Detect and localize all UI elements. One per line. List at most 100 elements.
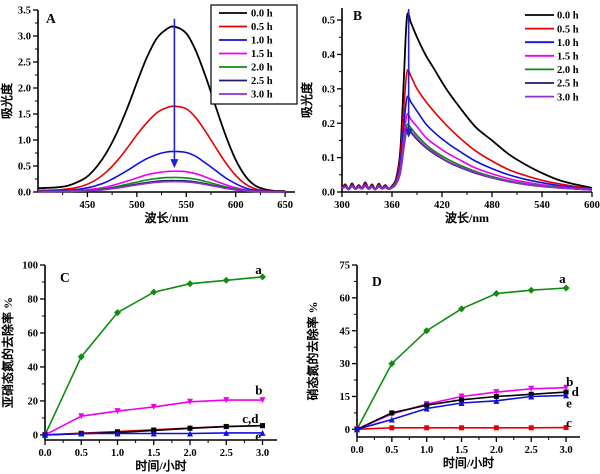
- series-markers-a: [353, 284, 570, 433]
- legend-label: 0.5 h: [557, 24, 579, 35]
- panel-b-absorbance-spectra-chart: 300 360 420 480 540 600 0.0 0.1 0.2 0.3 0.4 0.5 波长/n…: [300, 8, 600, 225]
- marker-triangle-up: [563, 392, 570, 399]
- x-tick-label: 0.5: [75, 448, 88, 459]
- y-tick-label: 0: [345, 425, 350, 436]
- x-axis-title: 波长/nm: [445, 210, 489, 225]
- legend-label: 0.0 h: [251, 9, 273, 20]
- legend-label: 2.0 h: [251, 63, 273, 74]
- panel-letter: A: [46, 11, 56, 26]
- marker-triangle-up: [114, 430, 121, 437]
- y-tick-label: 20: [28, 397, 39, 408]
- marker-triangle-down: [563, 384, 570, 391]
- marker-square: [493, 425, 499, 431]
- y-axis-title: 亚硝态氮的去除率 %: [0, 297, 15, 408]
- marker-diamond: [492, 289, 500, 297]
- marker-triangle-down: [493, 389, 500, 396]
- marker-triangle-up: [458, 400, 465, 407]
- series-line-0.0h: [341, 12, 593, 191]
- y-tick-label: 0.0: [322, 188, 335, 199]
- panel-letter: B: [353, 8, 362, 23]
- y-tick-label: 0.3: [322, 84, 335, 95]
- y-axis-title: 硝态氮的去除率 %: [305, 301, 320, 400]
- y-tick-label: 45: [340, 326, 351, 337]
- panel-c-nitrite-removal-chart: 0.0 0.5 1.0 1.5 2.0 2.5 3.0 0 20 40 60 80 100 时间/小时 亚硝…: [0, 261, 277, 473]
- y-tick-label: 2.0: [18, 84, 31, 95]
- curve-label-e: e: [255, 429, 261, 444]
- marker-triangle-down: [114, 408, 121, 415]
- marker-diamond: [77, 353, 85, 361]
- x-tick-label: 420: [434, 200, 450, 211]
- marker-triangle-up: [259, 429, 266, 436]
- marker-triangle-down: [78, 413, 85, 420]
- marker-square: [563, 389, 569, 395]
- x-tick-label: 3.0: [256, 448, 269, 459]
- marker-square: [187, 425, 193, 431]
- marker-triangle-down: [259, 397, 266, 404]
- legend-label: 1.0 h: [557, 38, 579, 49]
- marker-triangle-down: [528, 385, 535, 392]
- legend-label: 0.5 h: [251, 22, 273, 33]
- y-tick-label: 0.0: [18, 188, 31, 199]
- series-markers-e: [42, 429, 266, 438]
- x-tick-label: 1.0: [420, 445, 433, 456]
- marker-triangle-down: [187, 398, 193, 405]
- curve-label-b: b: [255, 383, 262, 398]
- marker-diamond: [527, 286, 535, 294]
- curve-label-d: d: [572, 384, 580, 399]
- marker-diamond: [222, 276, 230, 284]
- y-tick-label: 30: [340, 359, 351, 370]
- legend-label: 1.5 h: [557, 52, 579, 63]
- x-tick-label: 480: [484, 200, 500, 211]
- marker-diamond: [259, 273, 266, 281]
- legend: 0.0 h 0.5 h 1.0 h 1.5 h 2.0 h 2.5 h 3.0 h: [210, 4, 298, 105]
- marker-square: [424, 425, 430, 431]
- y-tick-label: 80: [28, 295, 39, 306]
- legend-label: 0.0 h: [557, 11, 579, 22]
- x-tick-label: 0.0: [38, 448, 51, 459]
- x-tick-label: 2.0: [490, 445, 503, 456]
- series-line-3.0h: [341, 126, 593, 191]
- down-arrow-head: [404, 128, 413, 138]
- legend: 0.0 h 0.5 h 1.0 h 1.5 h 2.0 h 2.5 h 3.0 h: [525, 11, 579, 103]
- curve-label-e: e: [566, 395, 572, 410]
- marker-square: [528, 425, 534, 431]
- marker-triangle-up: [528, 393, 535, 400]
- y-tick-label: 1.5: [18, 110, 31, 121]
- marker-square: [260, 423, 265, 429]
- marker-triangle-down: [223, 397, 230, 404]
- legend-label: 2.0 h: [557, 65, 579, 76]
- marker-triangle-down: [458, 393, 465, 400]
- y-tick-label: 3.0: [18, 32, 31, 43]
- curve-label-cd: c,d: [242, 411, 259, 426]
- legend-label: 3.0 h: [251, 90, 273, 101]
- marker-diamond: [423, 327, 431, 335]
- marker-square: [389, 410, 395, 416]
- x-tick-label: 2.5: [220, 448, 233, 459]
- legend-label: 3.0 h: [557, 92, 579, 103]
- panel-letter: D: [372, 274, 382, 289]
- marker-square: [459, 397, 465, 403]
- legend-label: 2.5 h: [557, 79, 579, 90]
- y-tick-label: 15: [340, 392, 351, 403]
- marker-triangle-up: [150, 430, 157, 437]
- curve-label-c: c: [566, 415, 572, 430]
- x-tick-label: 300: [334, 200, 350, 211]
- x-tick-label: 540: [534, 200, 550, 211]
- marker-diamond: [388, 360, 396, 368]
- marker-square: [459, 425, 465, 431]
- x-tick-label: 1.0: [111, 448, 124, 459]
- y-tick-label: 2.5: [18, 58, 31, 69]
- legend-label: 2.5 h: [251, 76, 273, 87]
- x-tick-label: 360: [384, 200, 400, 211]
- y-tick-label: 60: [28, 329, 39, 340]
- series-line-a: [44, 276, 263, 436]
- marker-triangle-up: [187, 430, 193, 437]
- down-arrow-head: [170, 159, 179, 169]
- panel-B: 300 360 420 480 540 600 0.0 0.1 0.2 0.3 0.4 0.5 波长/n…: [300, 0, 600, 237]
- y-tick-label: 1.0: [18, 136, 31, 147]
- series-line-2.5h: [341, 128, 593, 191]
- x-axis-title: 时间/小时: [135, 458, 186, 473]
- x-tick-label: 2.0: [183, 448, 196, 459]
- marker-square: [223, 424, 229, 430]
